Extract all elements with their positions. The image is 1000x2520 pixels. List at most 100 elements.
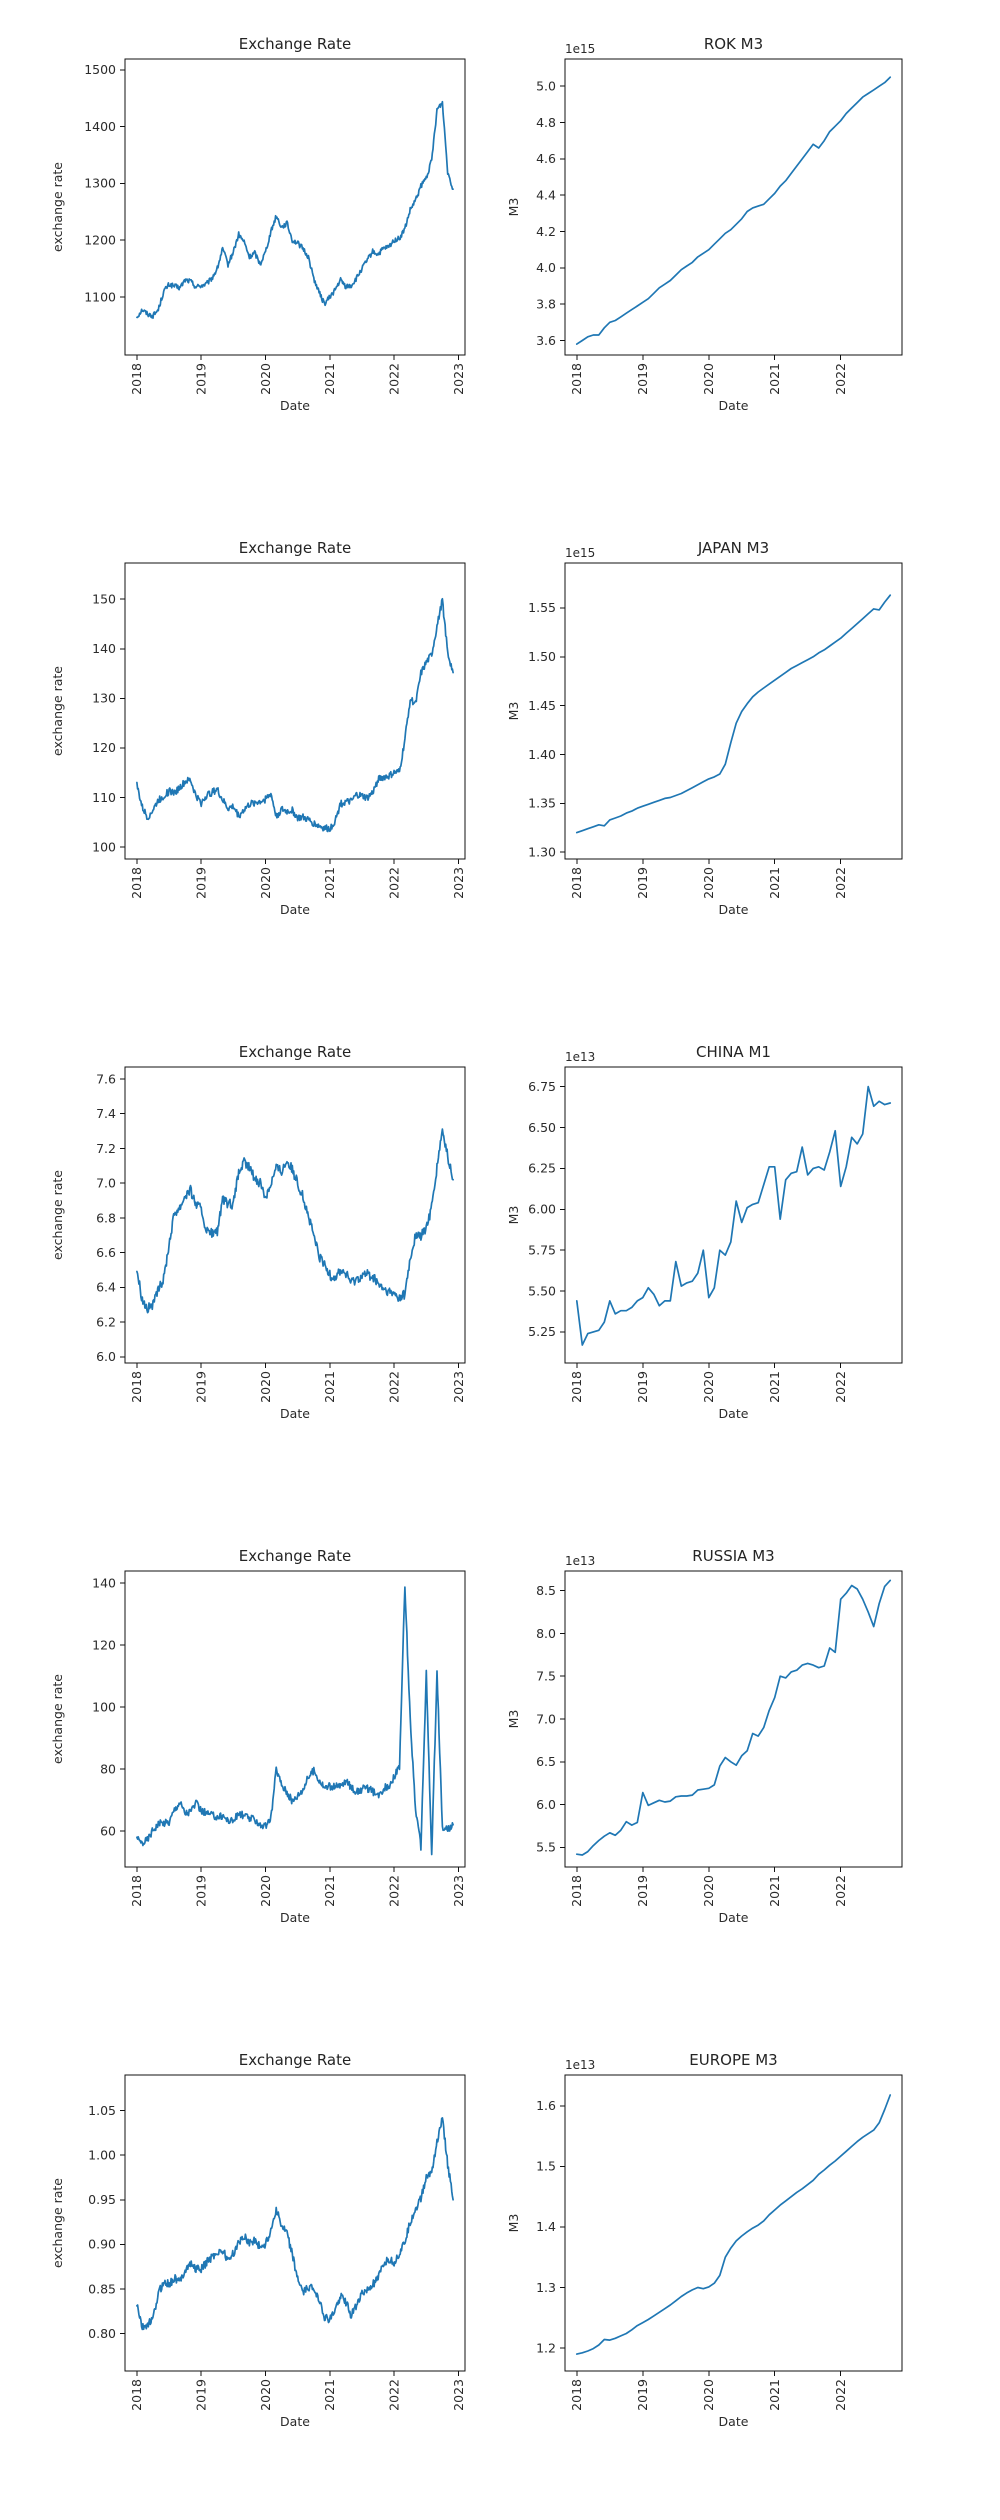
japan-m3-chart: 1.30 1.35 1.40 1.45 1.50 1.55 2018 2019 2020 2021… <box>506 539 903 917</box>
europe-m3-chart: 1.2 1.3 1.4 1.5 1.6 2018 2019 2020 2021 2022 EUROP… <box>506 2051 903 2429</box>
y-tick-label: 7.2 <box>96 1141 116 1156</box>
y-axis-label: M3 <box>506 198 521 217</box>
x-tick-label: 2018 <box>129 1875 144 1907</box>
y-tick-label: 140 <box>92 1575 116 1590</box>
y-tick-label: 7.0 <box>536 1711 556 1726</box>
y-tick-label: 60 <box>100 1823 116 1838</box>
y-tick-label: 1.6 <box>536 2098 556 2113</box>
x-axis-label: Date <box>280 902 310 917</box>
chart-title: JAPAN M3 <box>697 539 769 557</box>
x-tick-label: 2019 <box>194 363 209 395</box>
x-tick-label: 2019 <box>635 1371 650 1403</box>
x-tick-label: 2019 <box>635 867 650 899</box>
axis-frame <box>124 58 466 356</box>
x-tick-label: 2019 <box>194 867 209 899</box>
x-tick-label: 2022 <box>386 1875 401 1907</box>
y-tick-label: 1.55 <box>528 600 556 615</box>
axis-offset-label: 1e13 <box>565 2058 595 2072</box>
y-tick-label: 1.05 <box>88 2103 116 2118</box>
series-line <box>575 1579 892 1856</box>
x-tick-label: 2020 <box>258 2379 273 2411</box>
x-tick-label: 2020 <box>258 1371 273 1403</box>
y-tick-label: 8.5 <box>536 1583 556 1598</box>
y-tick-label: 7.6 <box>96 1071 116 1086</box>
y-tick-label: 6.0 <box>96 1349 116 1364</box>
y-tick-label: 1.50 <box>528 649 556 664</box>
y-tick-label: 3.8 <box>536 296 556 311</box>
x-tick-label: 2023 <box>451 2379 466 2411</box>
chart-cell-china-m1: 5.25 5.50 5.75 6.00 6.25 6.50 6.75 2018 2019 2020… <box>500 1008 1000 1512</box>
x-tick-label: 2018 <box>569 363 584 395</box>
x-tick-label: 2022 <box>833 363 848 395</box>
x-tick-label: 2022 <box>833 1875 848 1907</box>
y-tick-label: 1300 <box>84 176 116 191</box>
axis-frame <box>124 2074 466 2372</box>
y-tick-label: 6.2 <box>96 1314 116 1329</box>
y-tick-label: 8.0 <box>536 1626 556 1641</box>
axis-frame <box>564 1066 903 1364</box>
x-tick-label: 2020 <box>258 867 273 899</box>
y-tick-label: 1.40 <box>528 747 556 762</box>
jpy-exchange-rate-chart: 100 110 120 130 140 150 2018 2019 2020 2021 2022 20… <box>50 539 466 917</box>
x-tick-label: 2023 <box>451 867 466 899</box>
cny-exchange-rate-chart: 6.0 6.2 6.4 6.6 6.8 7.0 7.2 7.4 7.6 2018 2019 2020 2… <box>50 1043 466 1421</box>
x-tick-label: 2021 <box>767 1371 782 1403</box>
y-tick-label: 6.4 <box>96 1280 116 1295</box>
y-tick-label: 5.5 <box>536 1840 556 1855</box>
x-tick-label: 2020 <box>701 1875 716 1907</box>
y-tick-label: 5.25 <box>528 1324 556 1339</box>
chart-cell-eur-exchange-rate: 0.80 0.85 0.90 0.95 1.00 1.05 2018 2019 2020 2021… <box>0 2016 500 2520</box>
y-tick-label: 110 <box>92 790 116 805</box>
x-tick-label: 2020 <box>701 2379 716 2411</box>
x-tick-label: 2021 <box>322 363 337 395</box>
x-tick-label: 2021 <box>767 1875 782 1907</box>
x-tick-label: 2020 <box>701 1371 716 1403</box>
series-line <box>136 2117 454 2331</box>
y-axis-label: exchange rate <box>50 1674 65 1764</box>
chart-title: Exchange Rate <box>239 539 351 557</box>
series-line <box>136 1128 454 1314</box>
y-tick-label: 1200 <box>84 233 116 248</box>
y-tick-label: 150 <box>92 591 116 606</box>
y-tick-label: 5.75 <box>528 1242 556 1257</box>
x-tick-label: 2021 <box>322 2379 337 2411</box>
y-tick-label: 1.5 <box>536 2159 556 2174</box>
x-tick-label: 2022 <box>386 2379 401 2411</box>
y-tick-label: 1.3 <box>536 2280 556 2295</box>
y-tick-label: 6.0 <box>536 1797 556 1812</box>
y-tick-label: 80 <box>100 1761 116 1776</box>
x-tick-label: 2021 <box>767 867 782 899</box>
chart-cell-japan-m3: 1.30 1.35 1.40 1.45 1.50 1.55 2018 2019 2020 2021… <box>500 504 1000 1008</box>
y-axis-label: exchange rate <box>50 666 65 756</box>
x-tick-label: 2022 <box>833 2379 848 2411</box>
axis-frame <box>564 1570 903 1868</box>
axis-frame <box>564 562 903 860</box>
axis-frame <box>564 58 903 356</box>
y-tick-label: 1.45 <box>528 698 556 713</box>
chart-title: Exchange Rate <box>239 1547 351 1565</box>
axis-offset-label: 1e13 <box>565 1050 595 1064</box>
axis-offset-label: 1e15 <box>565 42 595 56</box>
x-axis-label: Date <box>280 398 310 413</box>
chart-title: Exchange Rate <box>239 35 351 53</box>
x-tick-label: 2019 <box>194 1371 209 1403</box>
y-tick-label: 4.8 <box>536 115 556 130</box>
y-tick-label: 1100 <box>84 289 116 304</box>
y-axis-label: exchange rate <box>50 162 65 252</box>
x-tick-label: 2019 <box>635 2379 650 2411</box>
series-line <box>136 597 454 833</box>
krw-exchange-rate-chart: 1100 1200 1300 1400 1500 2018 2019 2020 2021 2022… <box>50 35 466 413</box>
x-tick-label: 2023 <box>451 1875 466 1907</box>
y-tick-label: 4.6 <box>536 151 556 166</box>
x-axis-label: Date <box>719 398 749 413</box>
x-axis-label: Date <box>280 1406 310 1421</box>
series-line <box>575 2094 892 2355</box>
series-line <box>136 1586 454 1856</box>
series-line <box>136 100 454 320</box>
y-tick-label: 0.85 <box>88 2281 116 2296</box>
x-tick-label: 2020 <box>258 363 273 395</box>
axis-frame <box>124 1570 466 1868</box>
x-tick-label: 2018 <box>129 1371 144 1403</box>
chart-cell-jpy-exchange-rate: 100 110 120 130 140 150 2018 2019 2020 2021 2022 20… <box>0 504 500 1008</box>
x-axis-label: Date <box>719 1406 749 1421</box>
